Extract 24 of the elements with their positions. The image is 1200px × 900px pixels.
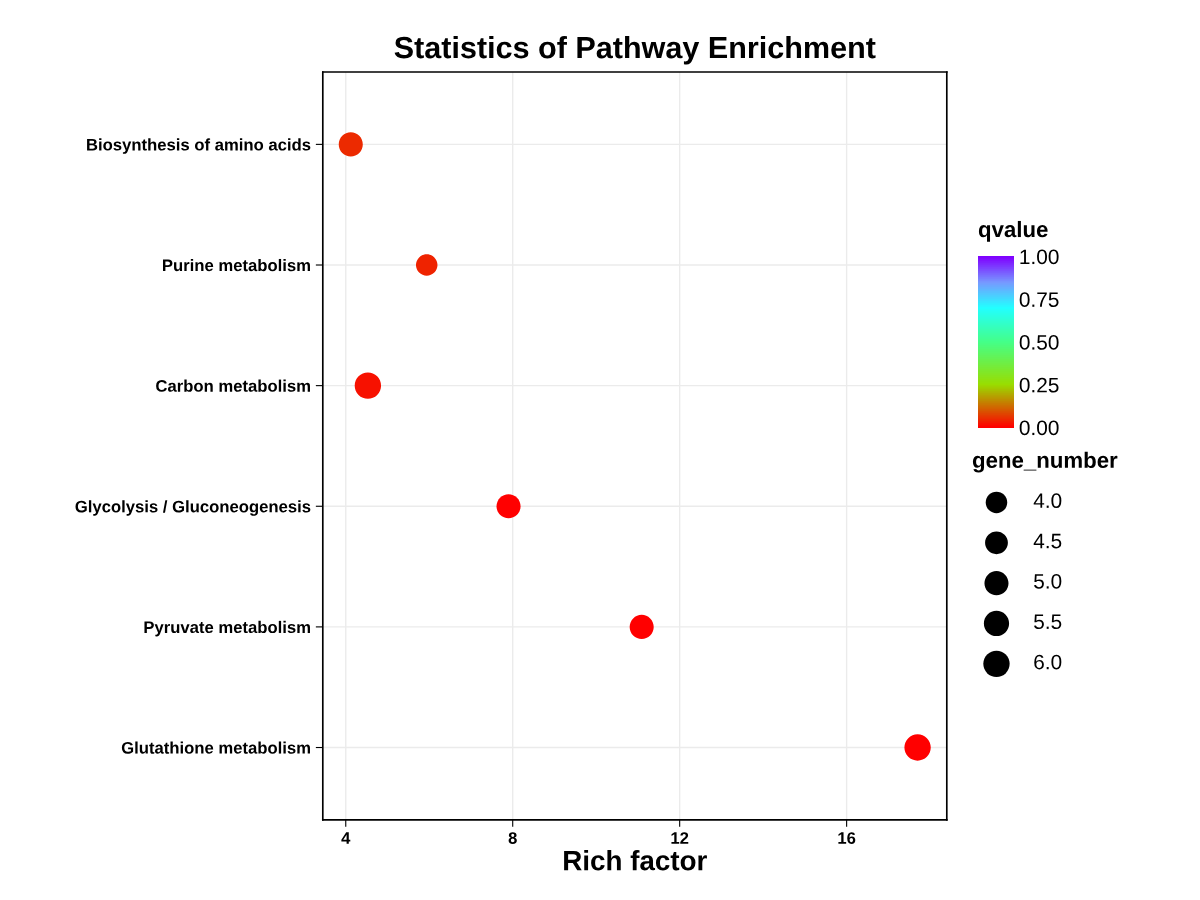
color-bar-label: 0.00: [1019, 420, 1059, 436]
x-tick-label: 4: [341, 832, 351, 844]
color-bar-label: 0.50: [1019, 335, 1059, 350]
y-tick-label: Biosynthesis of amino acids: [87, 138, 311, 154]
x-tick-label: 16: [838, 832, 856, 844]
color-bar-label: 1.00: [1020, 249, 1059, 265]
chart-title: Statistics of Pathway Enrichment: [394, 35, 876, 65]
y-tick-label: Glutathione metabolism: [121, 741, 310, 754]
legend-label: 5.5: [1034, 614, 1062, 630]
x-axis-title: Rich factor: [564, 850, 707, 871]
y-tick-label: Glycolysis / Gluconeogenesis: [75, 500, 311, 516]
y-tick-label: Purine metabolism: [163, 258, 310, 272]
y-tick-label: Carbon metabolism: [156, 379, 310, 392]
legend-label: 5.0: [1034, 573, 1062, 589]
color-bar-label: 0.75: [1019, 292, 1059, 307]
y-tick-label: Pyruvate metabolism: [144, 620, 310, 637]
x-tick-label: 12: [671, 832, 689, 844]
legend-label: 6.0: [1034, 654, 1062, 670]
color-bar-title: qvalue: [978, 220, 1048, 242]
legend-label: 4.5: [1033, 533, 1062, 549]
color-bar-label: 0.25: [1019, 377, 1059, 393]
legend-title: gene_number: [972, 451, 1118, 473]
x-tick-label: 8: [508, 832, 517, 844]
legend-label: 4.0: [1033, 493, 1062, 509]
